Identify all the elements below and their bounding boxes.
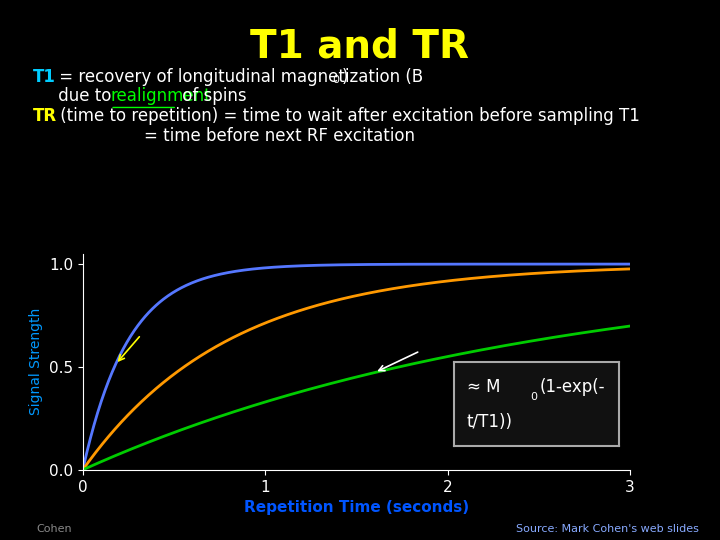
Text: Source: Mark Cohen's web slides: Source: Mark Cohen's web slides bbox=[516, 523, 698, 534]
Text: Short T1
(fat): Short T1 (fat) bbox=[148, 300, 201, 328]
Text: ): ) bbox=[342, 68, 348, 85]
Text: Cohen: Cohen bbox=[36, 523, 71, 534]
Text: T1 and TR: T1 and TR bbox=[251, 27, 469, 65]
X-axis label: Repetition Time (seconds): Repetition Time (seconds) bbox=[244, 500, 469, 515]
Y-axis label: Signal Strength: Signal Strength bbox=[30, 308, 43, 415]
Text: TR: TR bbox=[32, 107, 57, 125]
Text: ≈ M: ≈ M bbox=[467, 378, 500, 396]
Text: t/T1)): t/T1)) bbox=[467, 413, 513, 431]
Text: of spins: of spins bbox=[177, 87, 247, 105]
Text: Long T1
(CSF): Long T1 (CSF) bbox=[414, 364, 464, 393]
Text: realignment: realignment bbox=[110, 87, 211, 105]
Text: 0: 0 bbox=[530, 392, 537, 402]
Text: T1: T1 bbox=[32, 68, 55, 85]
Text: = time before next RF excitation: = time before next RF excitation bbox=[144, 127, 415, 145]
Text: = recovery of longitudinal magnetization (B: = recovery of longitudinal magnetization… bbox=[54, 68, 423, 85]
Text: 0: 0 bbox=[333, 75, 340, 85]
Text: (1-exp(-: (1-exp(- bbox=[540, 378, 606, 396]
Text: due to: due to bbox=[32, 87, 117, 105]
Text: (time to repetition) = time to wait after excitation before sampling T1: (time to repetition) = time to wait afte… bbox=[55, 107, 640, 125]
